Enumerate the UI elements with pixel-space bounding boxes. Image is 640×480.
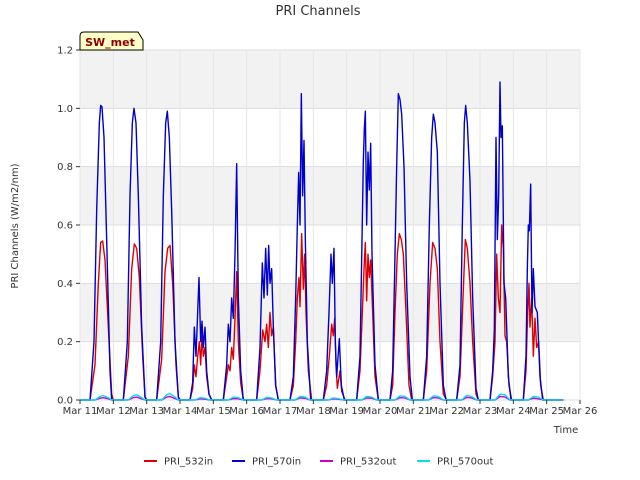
background-band [80,50,580,109]
x-tick-label: Mar 20 [363,406,398,417]
x-tick-label: Mar 22 [429,406,464,417]
x-tick-label: Mar 13 [129,406,164,417]
x-axis-label: Time [553,425,578,436]
series-layer [80,81,564,401]
x-tick-label: Mar 19 [329,406,364,417]
y-tick-label: 1.2 [57,46,73,57]
series-line-pri-570in [80,81,564,401]
y-tick-label: 1.0 [57,104,73,115]
legend-label: PRI_532out [340,457,396,468]
legend-label: PRI_570out [437,457,493,468]
y-tick-label: 0.6 [57,221,73,232]
y-axis-ticks: 0.0 0.2 0.4 0.6 0.8 1.0 1.2 [57,46,80,407]
x-tick-label: Mar 14 [163,406,198,417]
station-badge: SW_met [79,31,144,51]
x-tick-label: Mar 26 [563,406,598,417]
y-tick-label: 0.0 [57,396,73,407]
badge-box [79,31,144,51]
legend-label: PRI_532in [164,457,213,468]
background-band [80,166,580,225]
y-tick-label: 0.4 [57,279,73,290]
x-tick-label: Mar 21 [396,406,431,417]
y-tick-label: 0.8 [57,162,73,173]
y-axis-label: PRI Channels (W/m2/nm) [10,163,21,288]
x-tick-label: Mar 17 [263,406,298,417]
x-tick-label: Mar 18 [296,406,331,417]
x-tick-label: Mar 16 [229,406,264,417]
legend-item-pri-570out: PRI_570out [417,457,493,468]
x-tick-label: Mar 11 [63,406,98,417]
series-line-pri-570out [80,392,564,401]
x-tick-label: Mar 25 [529,406,564,417]
legend-item-pri-570in: PRI_570in [232,457,301,468]
x-tick-label: Mar 12 [96,406,131,417]
legend-item-pri-532in: PRI_532in [144,457,213,468]
legend: PRI_532in PRI_570in PRI_532out PRI_570out [144,457,493,468]
x-tick-label: Mar 24 [496,406,531,417]
chart-title: PRI Channels [276,4,361,19]
legend-label: PRI_570in [252,457,301,468]
x-tick-label: Mar 15 [196,406,231,417]
badge-label: SW_met [85,36,135,49]
x-tick-label: Mar 23 [463,406,498,417]
y-tick-label: 0.2 [57,337,73,348]
legend-item-pri-532out: PRI_532out [320,457,396,468]
